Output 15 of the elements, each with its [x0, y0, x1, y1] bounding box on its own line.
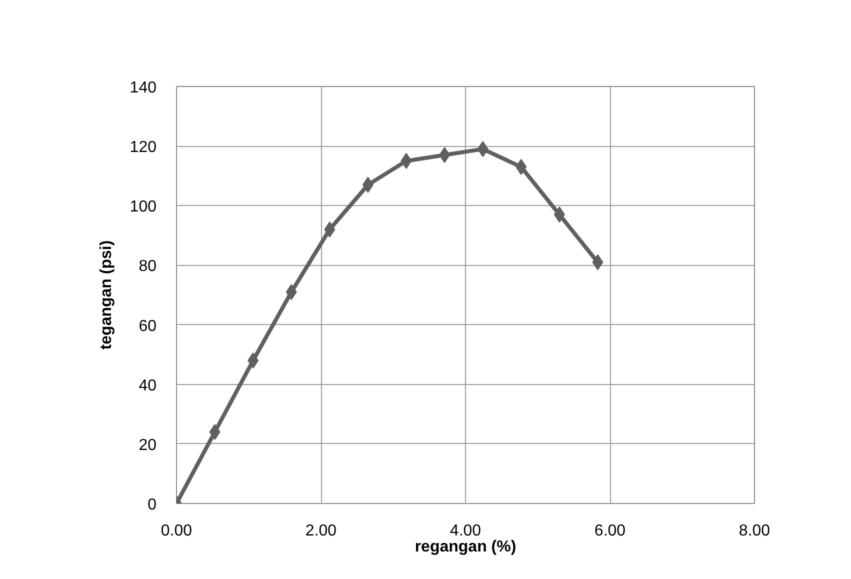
x-tick-label: 8.00 — [738, 522, 770, 540]
x-tick-label: 6.00 — [594, 522, 626, 540]
x-axis-title: regangan (%) — [414, 538, 516, 556]
x-tick-label: 4.00 — [450, 522, 482, 540]
y-tick-label: 20 — [138, 436, 157, 454]
y-tick-label: 140 — [130, 80, 157, 96]
x-tick-label: 0.00 — [160, 522, 192, 540]
y-tick-label: 120 — [130, 139, 157, 156]
y-axis-title: tegangan (psi) — [98, 240, 115, 350]
y-tick-label: 80 — [138, 258, 157, 276]
y-tick-label: 0 — [148, 496, 157, 514]
y-tick-label: 40 — [138, 377, 157, 394]
y-tick-label: 60 — [138, 318, 157, 335]
y-tick-label: 100 — [130, 198, 157, 216]
x-tick-label: 2.00 — [305, 522, 337, 540]
